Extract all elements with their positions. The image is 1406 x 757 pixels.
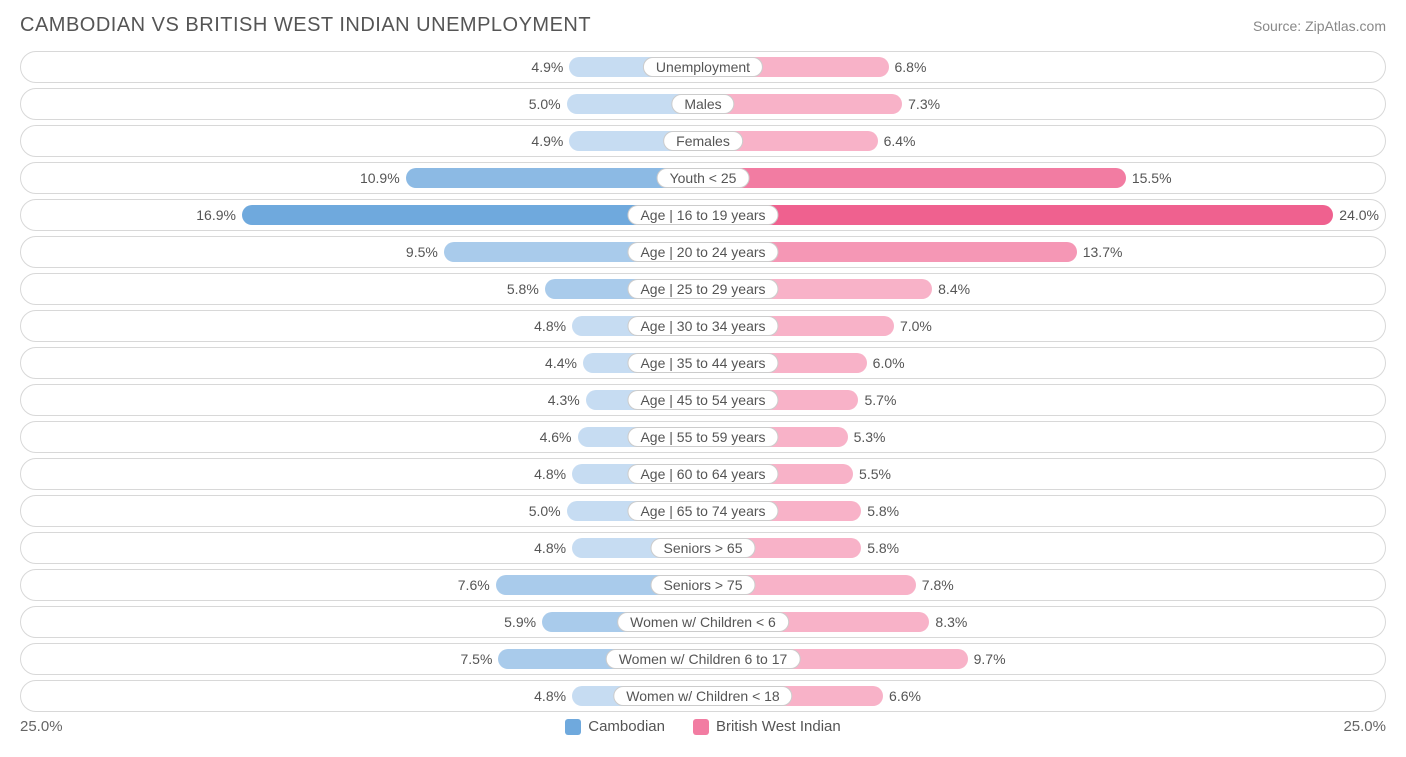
category-label: Age | 16 to 19 years <box>627 205 778 225</box>
category-label: Age | 60 to 64 years <box>627 464 778 484</box>
value-label-left: 7.6% <box>452 577 496 593</box>
legend-item-british-west-indian: British West Indian <box>693 718 841 735</box>
category-label: Age | 30 to 34 years <box>627 316 778 336</box>
chart-row: 4.4% 6.0% Age | 35 to 44 years <box>20 347 1386 379</box>
category-label: Seniors > 75 <box>651 575 756 595</box>
category-label: Women w/ Children 6 to 17 <box>606 649 801 669</box>
category-label: Age | 20 to 24 years <box>627 242 778 262</box>
value-label-right: 8.4% <box>932 281 976 297</box>
chart-row: 4.9% 6.8% Unemployment <box>20 51 1386 83</box>
legend: Cambodian British West Indian <box>565 718 841 735</box>
category-label: Women w/ Children < 6 <box>617 612 789 632</box>
value-label-left: 4.9% <box>525 59 569 75</box>
category-label: Age | 25 to 29 years <box>627 279 778 299</box>
category-label: Youth < 25 <box>657 168 750 188</box>
value-label-left: 4.8% <box>528 318 572 334</box>
chart-row: 5.8% 8.4% Age | 25 to 29 years <box>20 273 1386 305</box>
value-label-left: 4.9% <box>525 133 569 149</box>
value-label-right: 5.5% <box>853 466 897 482</box>
value-label-right: 5.3% <box>848 429 892 445</box>
chart-row: 4.3% 5.7% Age | 45 to 54 years <box>20 384 1386 416</box>
legend-item-cambodian: Cambodian <box>565 718 665 735</box>
value-label-right: 5.8% <box>861 503 905 519</box>
value-label-left: 5.8% <box>501 281 545 297</box>
chart-source: Source: ZipAtlas.com <box>1253 18 1386 34</box>
category-label: Males <box>671 94 734 114</box>
chart-row: 4.8% 5.8% Seniors > 65 <box>20 532 1386 564</box>
chart-row: 5.0% 5.8% Age | 65 to 74 years <box>20 495 1386 527</box>
value-label-right: 13.7% <box>1077 244 1129 260</box>
category-label: Seniors > 65 <box>651 538 756 558</box>
value-label-right: 24.0% <box>1333 207 1385 223</box>
value-label-left: 7.5% <box>454 651 498 667</box>
chart-row: 4.8% 7.0% Age | 30 to 34 years <box>20 310 1386 342</box>
value-label-right: 6.6% <box>883 688 927 704</box>
bar-right <box>703 205 1333 225</box>
legend-swatch-icon <box>693 719 709 735</box>
category-label: Age | 55 to 59 years <box>627 427 778 447</box>
value-label-right: 8.3% <box>929 614 973 630</box>
value-label-left: 4.3% <box>542 392 586 408</box>
value-label-right: 5.7% <box>858 392 902 408</box>
chart-row: 4.8% 6.6% Women w/ Children < 18 <box>20 680 1386 712</box>
chart-row: 7.6% 7.8% Seniors > 75 <box>20 569 1386 601</box>
chart-footer: 25.0% Cambodian British West Indian 25.0… <box>20 718 1386 735</box>
value-label-right: 6.8% <box>889 59 933 75</box>
value-label-left: 9.5% <box>400 244 444 260</box>
axis-max-left: 25.0% <box>20 718 63 735</box>
legend-swatch-icon <box>565 719 581 735</box>
value-label-left: 4.8% <box>528 688 572 704</box>
chart-row: 5.9% 8.3% Women w/ Children < 6 <box>20 606 1386 638</box>
value-label-left: 4.8% <box>528 540 572 556</box>
category-label: Females <box>663 131 743 151</box>
chart-row: 4.6% 5.3% Age | 55 to 59 years <box>20 421 1386 453</box>
value-label-right: 6.0% <box>867 355 911 371</box>
chart-header: CAMBODIAN VS BRITISH WEST INDIAN UNEMPLO… <box>20 14 1386 37</box>
value-label-left: 5.9% <box>498 614 542 630</box>
category-label: Women w/ Children < 18 <box>613 686 792 706</box>
value-label-right: 5.8% <box>861 540 905 556</box>
value-label-left: 16.9% <box>190 207 242 223</box>
value-label-right: 6.4% <box>878 133 922 149</box>
diverging-bar-chart: 4.9% 6.8% Unemployment 5.0% 7.3% Males 4.9% 6.4… <box>20 51 1386 712</box>
value-label-left: 10.9% <box>354 170 406 186</box>
category-label: Age | 35 to 44 years <box>627 353 778 373</box>
value-label-right: 7.0% <box>894 318 938 334</box>
value-label-right: 7.8% <box>916 577 960 593</box>
value-label-left: 4.8% <box>528 466 572 482</box>
chart-row: 4.9% 6.4% Females <box>20 125 1386 157</box>
legend-label: Cambodian <box>588 718 665 735</box>
chart-row: 5.0% 7.3% Males <box>20 88 1386 120</box>
value-label-left: 5.0% <box>523 503 567 519</box>
value-label-left: 4.6% <box>534 429 578 445</box>
value-label-right: 9.7% <box>968 651 1012 667</box>
value-label-left: 4.4% <box>539 355 583 371</box>
chart-row: 9.5% 13.7% Age | 20 to 24 years <box>20 236 1386 268</box>
axis-max-right: 25.0% <box>1343 718 1386 735</box>
value-label-right: 15.5% <box>1126 170 1178 186</box>
legend-label: British West Indian <box>716 718 841 735</box>
chart-title: CAMBODIAN VS BRITISH WEST INDIAN UNEMPLO… <box>20 14 591 37</box>
category-label: Age | 45 to 54 years <box>627 390 778 410</box>
bar-right <box>703 168 1126 188</box>
value-label-left: 5.0% <box>523 96 567 112</box>
value-label-right: 7.3% <box>902 96 946 112</box>
category-label: Unemployment <box>643 57 763 77</box>
chart-row: 10.9% 15.5% Youth < 25 <box>20 162 1386 194</box>
chart-row: 7.5% 9.7% Women w/ Children 6 to 17 <box>20 643 1386 675</box>
chart-row: 4.8% 5.5% Age | 60 to 64 years <box>20 458 1386 490</box>
chart-row: 16.9% 24.0% Age | 16 to 19 years <box>20 199 1386 231</box>
category-label: Age | 65 to 74 years <box>627 501 778 521</box>
